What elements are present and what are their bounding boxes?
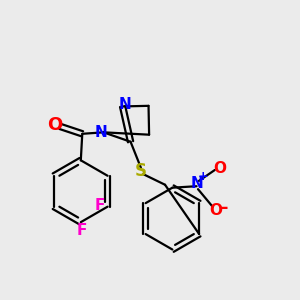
Text: N: N [190, 176, 203, 191]
Text: O: O [47, 116, 62, 134]
Text: +: + [198, 170, 208, 183]
Text: O: O [214, 161, 226, 176]
Text: F: F [94, 198, 104, 213]
Text: N: N [95, 125, 107, 140]
Text: S: S [135, 162, 147, 180]
Text: F: F [77, 223, 88, 238]
Text: N: N [118, 97, 131, 112]
Text: O: O [210, 203, 223, 218]
Text: -: - [221, 199, 229, 217]
